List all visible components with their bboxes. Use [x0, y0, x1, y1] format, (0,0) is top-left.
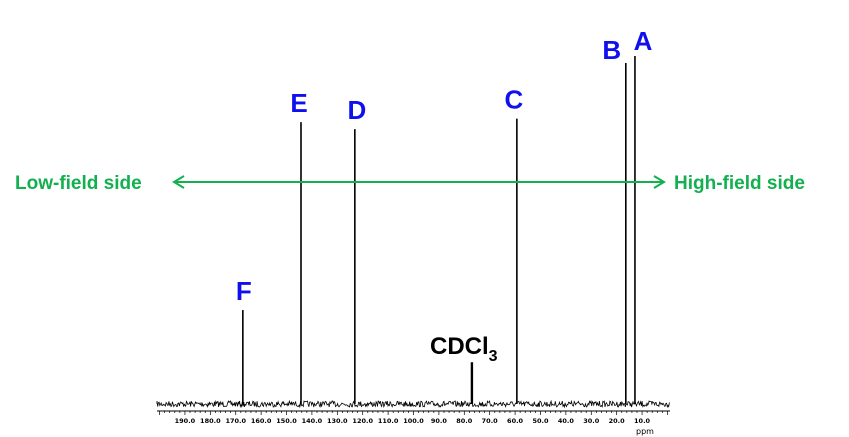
- high-field-label: High-field side: [674, 173, 805, 194]
- field-direction-arrow: [172, 175, 666, 189]
- x-tick-label: 70.0: [482, 417, 499, 425]
- x-axis: 190.0 180.0 170.0 160.0 150.0 140.0 130.0 120.0…: [157, 410, 670, 425]
- peaks-group: F E D C B A: [236, 26, 653, 404]
- x-tick-label: 150.0: [276, 417, 297, 425]
- x-tick-label: 140.0: [302, 417, 323, 425]
- x-tick-label: 120.0: [352, 417, 373, 425]
- x-tick-label: 130.0: [327, 417, 348, 425]
- arrow-left-icon: [172, 175, 185, 189]
- x-tick-label: 90.0: [431, 417, 448, 425]
- x-tick-label: 190.0: [175, 417, 196, 425]
- peak-label-E: E: [290, 88, 307, 118]
- peak-label-F: F: [236, 276, 252, 306]
- solvent-label: CDCl3: [430, 333, 498, 365]
- peak-label-B: B: [602, 35, 621, 65]
- x-axis-label: ppm: [636, 427, 654, 436]
- peak-label-D: D: [347, 95, 366, 125]
- baseline-noise: [156, 399, 670, 409]
- x-tick-label: 50.0: [532, 417, 549, 425]
- x-tick-label: 180.0: [200, 417, 221, 425]
- peak-label-A: A: [634, 26, 653, 56]
- x-tick-label: 60.0: [507, 417, 524, 425]
- x-tick-label: 170.0: [225, 417, 246, 425]
- low-field-label: Low-field side: [15, 173, 142, 194]
- baseline-noise-trace: [156, 399, 670, 409]
- x-tick-label: 160.0: [251, 417, 272, 425]
- x-tick-label: 40.0: [558, 417, 575, 425]
- x-tick-label: 20.0: [609, 417, 626, 425]
- arrow-right-icon: [653, 175, 666, 189]
- x-tick-label: 110.0: [378, 417, 399, 425]
- peak-label-C: C: [504, 85, 523, 115]
- x-tick-label: 30.0: [583, 417, 600, 425]
- x-tick-label: 10.0: [634, 417, 651, 425]
- x-tick-label: 80.0: [456, 417, 473, 425]
- x-tick-label: 100.0: [403, 417, 424, 425]
